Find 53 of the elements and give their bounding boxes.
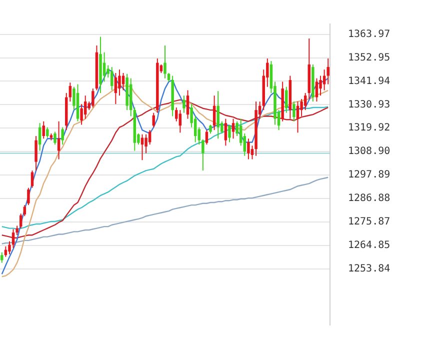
candlestick	[232, 118, 235, 140]
candlestick	[8, 240, 11, 255]
y-tick-label: 1341.94	[348, 76, 390, 87]
y-tick-label: 1253.84	[348, 263, 390, 274]
candlestick	[27, 187, 30, 206]
candlestick	[54, 131, 56, 146]
candlestick	[118, 69, 121, 96]
candlestick	[12, 228, 15, 249]
candlestick	[34, 136, 38, 172]
candlestick	[68, 82, 72, 102]
candlestick	[315, 78, 318, 102]
candlestick	[38, 122, 42, 152]
y-tick-label: 1352.95	[348, 52, 390, 64]
y-tick-label: 1297.89	[348, 170, 390, 181]
candlestick	[114, 72, 118, 105]
candlestick	[110, 66, 114, 91]
candlestick	[186, 90, 190, 120]
candlestick	[304, 92, 307, 111]
candlestick	[92, 88, 94, 108]
candlestick	[296, 101, 300, 134]
candlestick	[46, 126, 49, 138]
candlestick	[224, 118, 228, 146]
candlestick	[102, 52, 106, 82]
candlestick	[202, 138, 204, 172]
candlestick	[0, 252, 4, 264]
candlestick	[57, 120, 60, 160]
candlestick	[80, 104, 83, 126]
candlestick	[250, 145, 254, 160]
y-tick-label: 1319.92	[348, 122, 390, 134]
candlestick	[144, 134, 148, 154]
candlestick	[164, 45, 166, 79]
candlestick	[182, 95, 186, 114]
candlestick	[322, 69, 326, 91]
y-tick-label: 1330.93	[348, 99, 390, 110]
y-tick-label: 1363.97	[348, 28, 390, 40]
candlestick	[292, 101, 296, 122]
candlestick	[212, 95, 216, 131]
candlestick	[247, 138, 250, 160]
y-tick-label: 1264.85	[348, 240, 390, 252]
candlestick	[228, 124, 231, 143]
candlestick	[205, 130, 208, 146]
candlestick	[84, 95, 87, 120]
candlestick	[285, 86, 288, 114]
candlestick	[319, 75, 322, 96]
y-tick-label: 1308.90	[348, 146, 390, 158]
candlestick	[42, 120, 45, 140]
candlestick	[175, 107, 178, 122]
y-tick-label: 1275.87	[348, 216, 390, 228]
candlestick	[122, 72, 125, 91]
y-tick-label: 1286.88	[348, 193, 390, 204]
candlestick	[61, 126, 64, 146]
candlestick	[178, 110, 182, 134]
candlestick	[216, 90, 220, 140]
